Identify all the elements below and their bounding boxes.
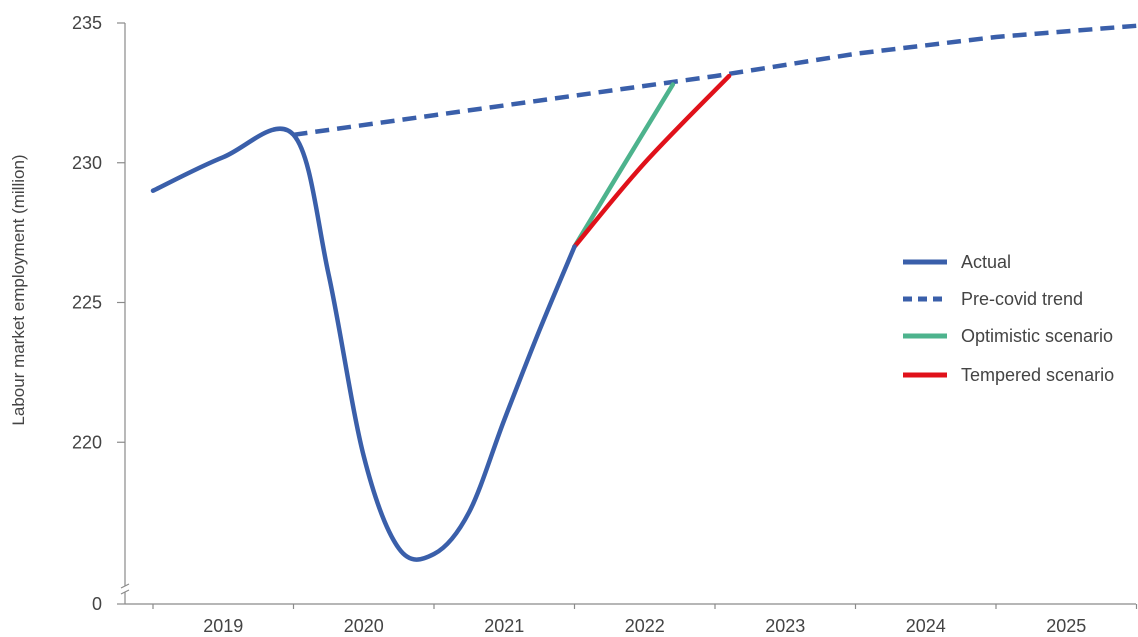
x-tick-label: 2024 <box>906 616 946 636</box>
x-tick-label: 2020 <box>344 616 384 636</box>
series-line-optimistic-scenario <box>572 82 676 249</box>
y-tick-label: 220 <box>72 432 102 452</box>
x-tick-label: 2023 <box>765 616 805 636</box>
axis-break-mark <box>120 583 130 589</box>
legend-label-actual: Actual <box>961 252 1011 272</box>
x-tick-label: 2021 <box>484 616 524 636</box>
legend-label-pre-covid-trend: Pre-covid trend <box>961 289 1083 309</box>
legend: Actual Pre-covid trend Optimistic scenario… <box>903 252 1114 385</box>
y-tick-label: 230 <box>72 153 102 173</box>
x-tick-label: 2022 <box>625 616 665 636</box>
y-tick-label: 225 <box>72 293 102 313</box>
legend-label-tempered-scenario: Tempered scenario <box>961 365 1114 385</box>
axes: 0 220 225 230 235 2019 2020 2021 2022 2023 2024 202… <box>72 13 1138 636</box>
x-tick-label: 2019 <box>203 616 243 636</box>
y-axis-title: Labour market employment (million) <box>9 154 28 425</box>
x-tick-label: 2025 <box>1046 616 1086 636</box>
y-tick-label: 235 <box>72 13 102 33</box>
series-line-pre-covid-trend <box>293 23 1137 138</box>
legend-label-optimistic-scenario: Optimistic scenario <box>961 326 1113 346</box>
series-line-tempered-scenario <box>572 73 732 249</box>
series-line-actual <box>150 126 577 562</box>
y-tick-label: 0 <box>92 594 102 614</box>
axis-break-mark <box>120 589 130 595</box>
series-layer <box>150 23 1137 562</box>
